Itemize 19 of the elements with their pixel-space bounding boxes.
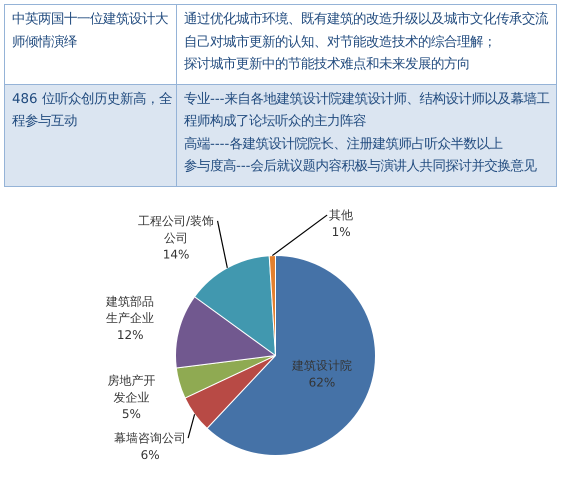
text: 专业---来自各地建筑设计院建筑设计师、结构设计师以及幕墙工程师构成了论坛听众的主力阵容 xyxy=(184,90,550,131)
slice-label: 幕墙咨询公司 xyxy=(114,431,186,446)
slice-label: 建筑部品生产企业 xyxy=(105,294,154,326)
text: 探讨城市更新中的节能技术难点和未来发展的方向 xyxy=(184,56,471,74)
text: 参与度高---会后就议题内容积极与演讲人共同探讨并交换意见 xyxy=(184,158,538,176)
slice-label: 房地产开发企业 xyxy=(107,374,156,404)
data-label: 14% xyxy=(162,248,190,262)
data-label: 1% xyxy=(332,224,351,239)
data-label: 12% xyxy=(116,328,144,342)
data-label: 5% xyxy=(122,407,141,422)
slice-label: 其他 xyxy=(329,208,354,222)
slice-label: 工程公司/装饰公司 xyxy=(138,214,214,245)
text: 486 位听众创历史新高，全程参与互动 xyxy=(12,90,172,131)
data-label: 62% xyxy=(308,375,336,390)
text: 高端----各建筑设计院院长、注册建筑师占听众半数以上 xyxy=(184,136,504,154)
data-label: 6% xyxy=(140,448,160,462)
text: 中英两国十一位建筑设计大师倾情演绎 xyxy=(12,10,169,52)
text: 通过优化城市环境、既有建筑的改造升级以及城市文化传承交流自己对城市更新的认知、对节能改造技术的综合理解； xyxy=(184,10,550,52)
slice-label: 建筑设计院 xyxy=(290,358,352,373)
